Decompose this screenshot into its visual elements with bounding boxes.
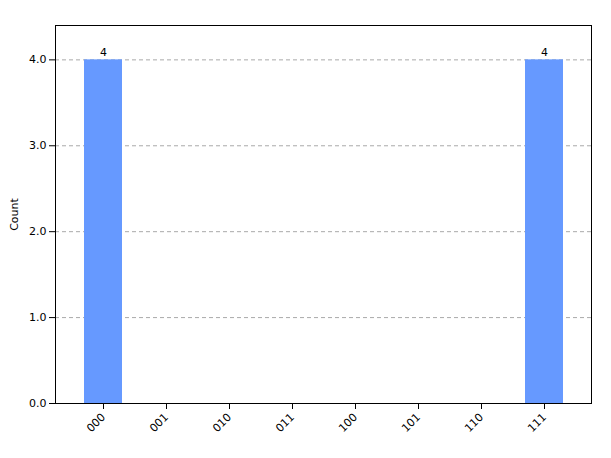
svg-text:3.0: 3.0 [29,139,47,152]
svg-text:2.0: 2.0 [29,225,47,238]
svg-text:010: 010 [210,411,234,435]
svg-text:110: 110 [462,411,486,435]
svg-text:100: 100 [336,411,360,435]
svg-text:4: 4 [541,46,548,59]
svg-text:000: 000 [84,411,108,435]
svg-text:011: 011 [273,411,297,435]
svg-text:111: 111 [525,411,549,435]
svg-text:Count: Count [8,197,21,230]
svg-text:001: 001 [147,411,171,435]
svg-text:101: 101 [399,411,423,435]
svg-text:0.0: 0.0 [29,397,47,410]
svg-text:1.0: 1.0 [29,311,47,324]
svg-text:4.0: 4.0 [29,53,47,66]
svg-text:4: 4 [100,46,107,59]
